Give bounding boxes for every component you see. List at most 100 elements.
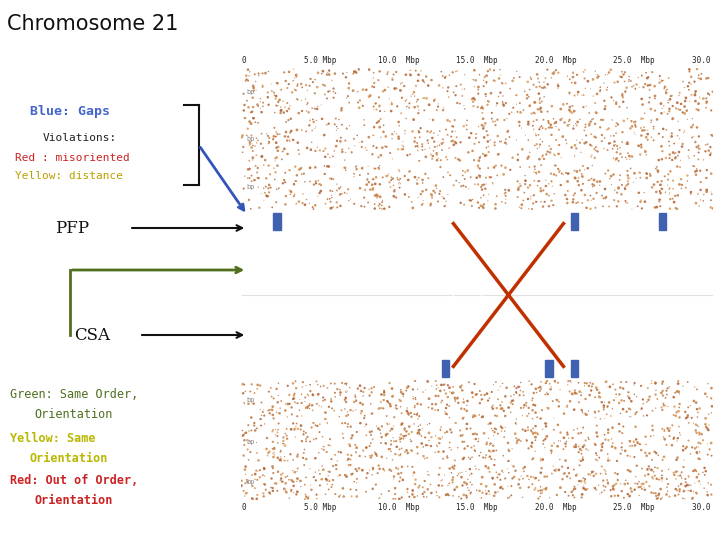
Point	[413, 193, 424, 202]
Point	[603, 454, 614, 462]
Point	[534, 451, 545, 460]
Point	[402, 462, 413, 471]
Point	[441, 452, 453, 461]
Point	[570, 484, 581, 493]
Point	[443, 491, 454, 500]
Point	[657, 392, 669, 400]
Point	[299, 397, 310, 406]
Point	[380, 431, 392, 440]
Point	[415, 432, 427, 441]
Point	[566, 389, 577, 398]
Point	[390, 495, 401, 503]
Point	[349, 141, 361, 150]
Point	[530, 433, 541, 442]
Point	[477, 202, 488, 211]
Point	[459, 70, 470, 79]
Point	[346, 431, 358, 440]
Point	[474, 451, 485, 460]
Point	[561, 403, 572, 411]
Point	[549, 68, 560, 77]
Point	[542, 80, 554, 89]
Point	[577, 172, 588, 181]
Point	[604, 456, 616, 464]
Point	[624, 72, 635, 81]
Point	[340, 148, 351, 157]
Point	[275, 455, 287, 463]
Point	[485, 89, 497, 98]
Point	[683, 152, 694, 160]
Point	[360, 474, 372, 482]
Point	[257, 69, 269, 78]
Point	[598, 194, 609, 202]
Point	[395, 434, 407, 443]
Point	[318, 393, 329, 402]
Point	[650, 187, 662, 196]
Point	[492, 92, 504, 101]
Point	[549, 119, 560, 127]
Point	[328, 407, 340, 415]
Point	[339, 380, 351, 388]
Point	[474, 70, 485, 79]
Point	[257, 102, 269, 111]
Point	[639, 147, 651, 156]
Point	[695, 178, 706, 186]
Point	[617, 405, 629, 414]
Text: bp: bp	[246, 184, 254, 190]
Point	[339, 188, 351, 197]
Point	[673, 180, 685, 189]
Point	[323, 119, 335, 128]
Point	[402, 409, 414, 417]
Point	[399, 130, 410, 138]
Point	[668, 433, 680, 442]
Point	[515, 437, 526, 445]
Point	[549, 467, 561, 475]
Point	[373, 117, 384, 125]
Point	[269, 443, 280, 452]
Point	[557, 475, 568, 483]
Point	[316, 402, 328, 411]
Point	[400, 431, 412, 440]
Point	[395, 430, 407, 439]
Point	[596, 137, 608, 145]
Point	[244, 139, 256, 148]
Point	[540, 125, 552, 133]
Point	[554, 386, 566, 394]
Point	[395, 450, 406, 458]
Point	[645, 118, 657, 126]
Point	[356, 137, 368, 146]
Point	[667, 469, 679, 477]
Point	[586, 382, 598, 391]
Point	[243, 400, 254, 408]
Point	[266, 444, 278, 453]
Point	[588, 194, 599, 203]
Point	[479, 73, 490, 82]
Point	[518, 388, 529, 396]
Point	[344, 442, 356, 450]
Point	[624, 404, 635, 413]
Point	[256, 411, 267, 420]
Point	[454, 382, 466, 391]
Point	[315, 100, 327, 109]
Point	[351, 428, 363, 436]
Point	[585, 140, 596, 149]
Point	[706, 394, 717, 403]
Point	[384, 402, 396, 410]
Point	[610, 122, 621, 131]
Point	[515, 181, 526, 190]
Point	[370, 173, 382, 181]
Point	[370, 99, 382, 108]
Point	[625, 124, 636, 133]
Point	[676, 142, 688, 151]
Point	[477, 413, 488, 421]
Point	[282, 132, 294, 141]
Point	[515, 108, 526, 117]
Point	[656, 403, 667, 412]
Point	[604, 382, 616, 391]
Point	[609, 137, 621, 146]
Point	[508, 377, 520, 386]
Point	[553, 436, 564, 445]
Point	[293, 109, 305, 118]
Point	[517, 493, 528, 502]
Point	[664, 141, 675, 150]
Point	[337, 142, 348, 151]
